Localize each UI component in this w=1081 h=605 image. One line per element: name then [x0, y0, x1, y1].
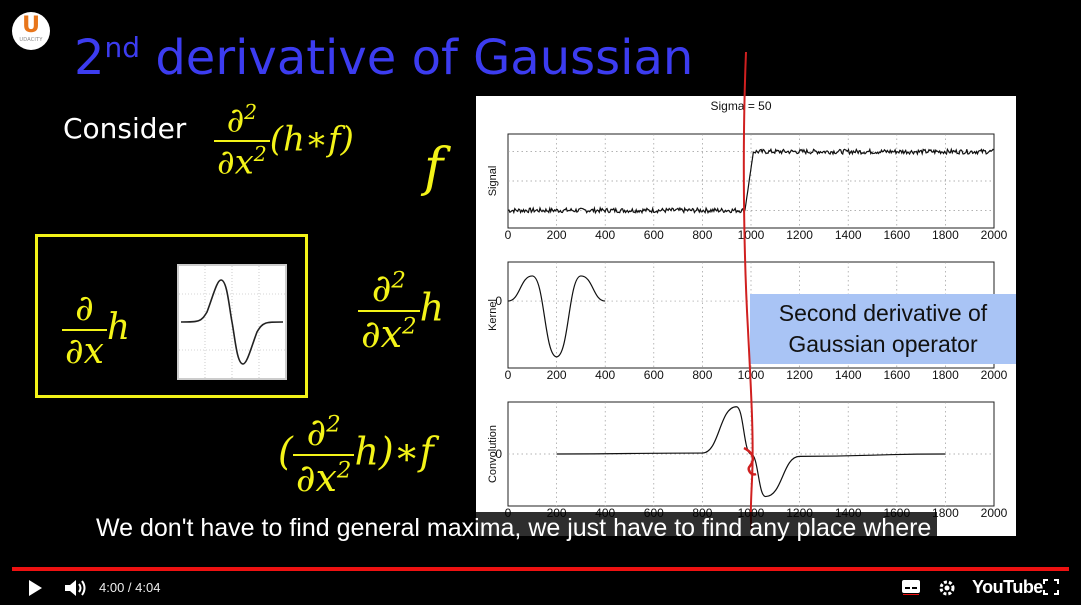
first-derivative-operator: ∂ ∂x	[62, 288, 107, 372]
slide-title: 2nd derivative of Gaussian	[74, 30, 693, 86]
subplot-1-xtick: 200	[547, 228, 567, 242]
title-text: derivative of Gaussian	[140, 30, 694, 86]
subplot-1-xtick: 800	[692, 228, 712, 242]
subtitles-icon[interactable]	[901, 579, 921, 595]
mini-plot-curve	[180, 279, 284, 365]
subplot-3-ylabel: Convolution	[487, 425, 499, 483]
subplot-2-xtick: 400	[595, 368, 615, 382]
subplot-1-series	[507, 147, 995, 215]
second-derivative-operator-h: ∂2 ∂x2	[358, 266, 420, 356]
time-display: 4:00 / 4:04	[99, 580, 161, 595]
subplot-2-xtick: 2000	[981, 368, 1008, 382]
subplot-2-xtick: 1200	[786, 368, 813, 382]
subplot-title: Sigma = 50	[710, 99, 771, 113]
first-derivative-gaussian-plot	[177, 264, 287, 380]
subplot-2-ylabel: Kernel	[487, 299, 499, 331]
subplot-3-xtick: 1800	[932, 506, 959, 520]
subplot-2-ytick: 0	[495, 294, 502, 308]
subplot-1-xtick: 1600	[883, 228, 910, 242]
first-derivative-highlight-box	[35, 234, 308, 398]
annotation-line-1: Second derivative of	[778, 300, 988, 326]
title-suffix: nd	[104, 31, 141, 64]
second-derivative-operator: ∂2 ∂x2	[214, 100, 270, 183]
kernel-annotation: Second derivative of Gaussian operator	[750, 294, 1016, 364]
subplot-1-xtick: 0	[505, 228, 512, 242]
volume-icon[interactable]	[64, 579, 88, 597]
kernel-symbol-h: h	[106, 307, 131, 348]
annotation-line-2: Gaussian operator	[788, 331, 978, 357]
subplot-2-xtick: 1600	[883, 368, 910, 382]
subplot-3-xtick: 2000	[981, 506, 1008, 520]
expression-first-derivative-h: ∂ ∂x h	[62, 288, 130, 372]
consider-label: Consider	[63, 112, 187, 145]
subtitle-caption: We don't have to find general maxima, we…	[90, 512, 938, 545]
open-paren: (	[278, 429, 293, 474]
subplot-1-ylabel: Signal	[487, 166, 499, 197]
subplot-1-xtick: 1800	[932, 228, 959, 242]
subplot-2-xtick: 800	[692, 368, 712, 382]
settings-gear-icon[interactable]	[938, 579, 956, 597]
play-icon[interactable]	[26, 579, 44, 597]
kernel-symbol-h2: h	[419, 285, 445, 330]
convolution-term: (h∗f)	[269, 119, 354, 160]
subplot-1-xtick: 1400	[835, 228, 862, 242]
logo-text: UDACITY	[19, 37, 43, 43]
title-number: 2	[74, 30, 105, 86]
subplot-2-xtick: 1400	[835, 368, 862, 382]
subplot-1-xtick: 2000	[981, 228, 1008, 242]
expression-second-derivative-h: ∂2 ∂x2 h	[358, 266, 444, 356]
expression-second-derivative-conv-f: (∂2 ∂x2 h)∗f	[278, 410, 434, 500]
expression-second-derivative-of-convolution: ∂2 ∂x2 (h∗f)	[214, 100, 354, 183]
subplot-2-series	[507, 275, 606, 358]
player-controls: 4:00 / 4:04 YouTube	[0, 571, 1081, 605]
conv-with-f: h)∗f	[354, 429, 434, 474]
subplot-2-xtick: 600	[644, 368, 664, 382]
progress-bar[interactable]	[12, 567, 1069, 571]
subplot-1-xtick: 1200	[786, 228, 813, 242]
subplot-2-xtick: 1800	[932, 368, 959, 382]
fullscreen-icon[interactable]	[1043, 579, 1059, 595]
progress-fill	[12, 567, 1048, 571]
signal-symbol-f: f	[424, 138, 444, 198]
second-derivative-operator-conv: ∂2 ∂x2	[292, 410, 355, 500]
udacity-logo: U UDACITY	[12, 12, 50, 50]
subplot-3-ytick: 0	[495, 447, 502, 461]
mini-plot-svg	[179, 266, 285, 378]
subplot-2-xtick: 0	[505, 368, 512, 382]
logo-letter: U	[22, 13, 40, 38]
subplot-2-xtick: 200	[547, 368, 567, 382]
subplot-1-xtick: 400	[595, 228, 615, 242]
youtube-logo[interactable]: YouTube	[972, 577, 1043, 597]
subplot-1-xtick: 600	[644, 228, 664, 242]
